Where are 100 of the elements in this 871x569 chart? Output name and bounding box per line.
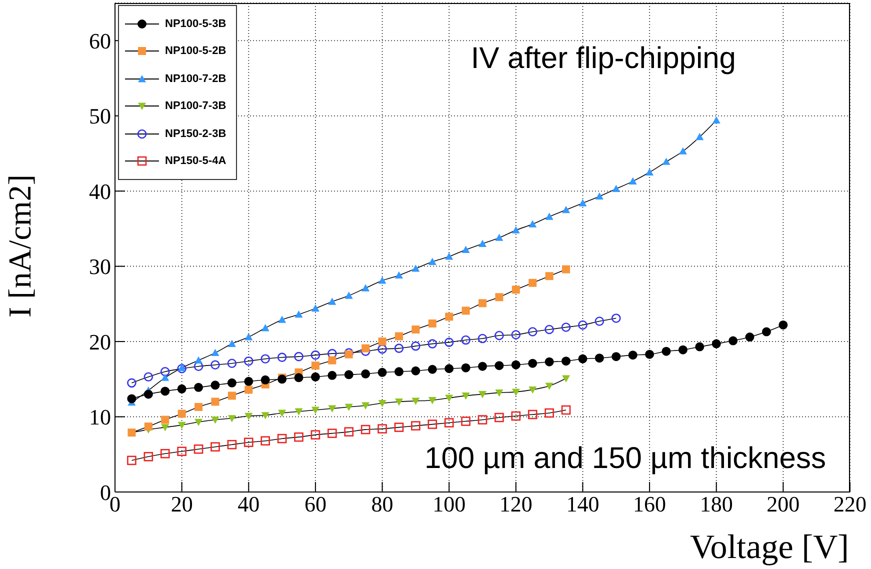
point [495,234,504,241]
point [712,339,721,348]
point [544,408,554,418]
point [394,398,403,406]
point [394,422,404,432]
point [394,367,404,376]
point [512,226,520,234]
point [611,314,621,323]
point [495,389,504,397]
point [628,177,637,184]
point [462,306,470,315]
point [144,452,154,462]
point [662,158,670,165]
point [378,400,386,408]
point [260,375,270,384]
y-axis-title: I [nA/cm2] [2,174,38,318]
point [360,424,370,434]
legend-label: NP100-7-2B [165,72,226,85]
point [344,404,353,411]
point [344,292,353,299]
point [678,147,687,154]
point [511,411,521,421]
point [478,334,488,344]
point [310,372,320,382]
point [194,418,203,426]
x-tick-label: 140 [566,492,600,517]
point [177,446,186,456]
point [444,364,454,374]
point [745,332,754,342]
point [294,432,304,442]
point [428,339,438,348]
point [412,264,420,272]
point [261,412,270,420]
point [394,271,403,279]
point [461,416,470,426]
legend-label: NP100-5-3B [165,18,226,30]
point [612,184,620,192]
point [311,362,320,370]
point [328,356,336,364]
point [210,360,220,370]
point [678,345,688,354]
point [561,405,571,415]
point [228,340,236,347]
point [645,350,654,359]
point [277,434,287,444]
point [277,352,287,362]
point [344,370,354,380]
point [511,360,520,370]
point [328,428,337,438]
point [462,246,470,253]
point [545,382,554,390]
legend-label: NP150-5-4A [165,155,226,168]
point [478,362,487,371]
point [578,199,587,206]
y-tick-label: 30 [89,254,111,280]
point [528,278,537,287]
point [362,344,370,352]
point [594,316,604,326]
point [160,386,170,396]
point [328,298,336,305]
x-tick-label: 80 [371,492,394,517]
point [528,220,537,228]
point [512,286,520,294]
point [144,390,153,399]
point [161,424,170,432]
y-tick-label: 40 [89,178,111,204]
point [261,324,270,332]
x-tick-label: 120 [499,492,532,517]
point [462,392,470,400]
point [244,386,253,394]
point [194,382,204,392]
point [227,358,237,368]
point [144,422,152,431]
y-tick-label: 20 [89,329,111,354]
point [495,293,504,302]
point [310,430,320,440]
point [362,284,370,292]
x-tick-label: 200 [766,492,800,517]
point [177,384,186,394]
x-tick-label: 100 [432,492,466,517]
point [412,326,420,334]
point [428,420,438,429]
y-tick-label: 10 [89,404,111,430]
point [294,408,303,416]
point [528,410,538,420]
point [594,354,604,363]
point [528,327,538,336]
point [378,368,387,377]
point [778,320,788,330]
point [561,322,571,332]
point [646,168,654,176]
point [311,304,320,312]
point [494,330,504,340]
point [411,341,420,351]
point [328,405,336,412]
point [127,378,136,388]
point [194,402,203,411]
point [494,412,504,422]
point [394,332,403,340]
point [428,319,436,328]
